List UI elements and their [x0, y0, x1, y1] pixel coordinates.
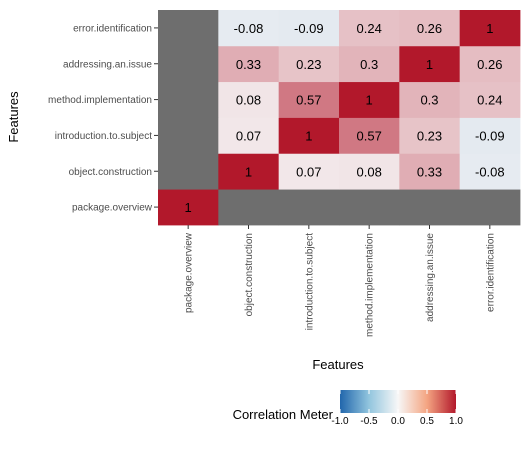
- cell-value-label: 1: [185, 200, 192, 215]
- heatmap-cell: [278, 81, 340, 118]
- legend-title: Correlation Meter: [233, 407, 334, 422]
- cell-value-label: 1: [426, 57, 433, 72]
- heatmap-cell: [459, 81, 521, 118]
- heatmap-cell: [459, 45, 521, 83]
- cell-value-label: 1: [305, 128, 312, 143]
- y-axis-title: Features: [6, 91, 21, 143]
- heatmap-cells: [158, 10, 521, 226]
- cell-value-label: 0.57: [357, 128, 382, 143]
- y-tick-label: addressing.an.issue: [63, 59, 152, 70]
- cell-value-label: 0.08: [357, 164, 382, 179]
- cell-value-label: 0.33: [236, 57, 261, 72]
- heatmap-cell: [278, 189, 340, 226]
- cell-value-label: 1: [366, 93, 373, 108]
- heatmap-cell: [339, 117, 400, 154]
- heatmap-cell: [339, 10, 400, 47]
- x-tick-label: object.construction: [244, 233, 255, 316]
- heatmap-cell: [399, 153, 461, 190]
- cell-value-label: -0.08: [234, 21, 264, 36]
- x-tick-label: introduction.to.subject: [304, 233, 315, 331]
- y-axis-ticks: package.overview object.construction intro…: [48, 23, 158, 214]
- cell-value-label: 0.23: [417, 128, 442, 143]
- heatmap-cell: [278, 153, 340, 190]
- heatmap-cell: [339, 189, 400, 226]
- heatmap-cell: [158, 81, 219, 118]
- heatmap-cell: [278, 45, 340, 83]
- y-tick-label: object.construction: [69, 167, 152, 178]
- heatmap-cell: [339, 45, 400, 83]
- cell-value-label: 0.3: [360, 57, 378, 72]
- cell-value-label: 1: [245, 164, 252, 179]
- heatmap-cell: [218, 81, 280, 118]
- legend-tick-label: 0.5: [420, 416, 434, 427]
- x-tick-label: method.implementation: [365, 233, 376, 337]
- cell-value-label: -0.09: [475, 128, 505, 143]
- cell-value-label: 0.3: [420, 93, 438, 108]
- legend-ticks: -1.0 -0.5 0.0 0.5 1.0: [331, 390, 463, 427]
- heatmap-cell-labels: 1 1 0.07 0.08 0.33 -0.08 0.07 1 0.57 0.23 -0.09 0.0…: [185, 21, 505, 215]
- legend-colorbar: [340, 390, 456, 413]
- heatmap-cell: [218, 117, 280, 154]
- cell-value-label: 0.26: [477, 57, 502, 72]
- x-tick-label: addressing.an.issue: [425, 233, 436, 322]
- x-axis-title: Features: [312, 357, 364, 372]
- heatmap-cell: [339, 81, 400, 118]
- heatmap-cell: [218, 45, 280, 83]
- heatmap-cell: [278, 10, 340, 47]
- heatmap-cell: [158, 45, 219, 83]
- heatmap-cell: [459, 10, 521, 47]
- x-tick-label: error.identification: [485, 233, 496, 312]
- heatmap-cell: [399, 45, 461, 83]
- cell-value-label: -0.09: [294, 21, 324, 36]
- heatmap-cell: [218, 10, 280, 47]
- heatmap-cell: [218, 189, 280, 226]
- heatmap-cell: [339, 153, 400, 190]
- cell-value-label: 0.24: [477, 93, 502, 108]
- heatmap-cell: [399, 10, 461, 47]
- heatmap-cell: [399, 81, 461, 118]
- cell-value-label: 0.07: [296, 164, 321, 179]
- heatmap-cell: [158, 117, 219, 154]
- cell-value-label: 1: [486, 21, 493, 36]
- cell-value-label: 0.23: [296, 57, 321, 72]
- legend-tick-label: -1.0: [331, 416, 349, 427]
- cell-value-label: 0.26: [417, 21, 442, 36]
- y-tick-label: introduction.to.subject: [55, 131, 153, 142]
- heatmap-cell: [399, 189, 461, 226]
- cell-value-label: 0.33: [417, 164, 442, 179]
- cell-value-label: 0.08: [236, 93, 261, 108]
- x-tick-label: package.overview: [184, 232, 195, 313]
- y-tick-label: method.implementation: [48, 95, 152, 106]
- heatmap-cell: [158, 153, 219, 190]
- y-tick-label: error.identification: [73, 23, 152, 34]
- cell-value-label: 0.57: [296, 93, 321, 108]
- legend-tick-label: -0.5: [360, 416, 378, 427]
- cell-value-label: 0.24: [357, 21, 382, 36]
- heatmap-cell: [278, 117, 340, 154]
- heatmap-cell: [459, 117, 521, 154]
- heatmap-cell: [218, 153, 280, 190]
- heatmap-cell: [399, 117, 461, 154]
- x-axis-ticks: package.overview object.construction intro…: [184, 225, 496, 337]
- heatmap-cell: [158, 10, 219, 47]
- heatmap-cell: [459, 153, 521, 190]
- legend-tick-label: 1.0: [449, 416, 463, 427]
- cell-value-label: 0.07: [236, 128, 261, 143]
- heatmap-cell: [459, 189, 521, 226]
- y-tick-label: package.overview: [72, 203, 153, 214]
- heatmap-cell: [158, 189, 219, 226]
- legend-tick-label: 0.0: [391, 416, 405, 427]
- cell-value-label: -0.08: [475, 164, 505, 179]
